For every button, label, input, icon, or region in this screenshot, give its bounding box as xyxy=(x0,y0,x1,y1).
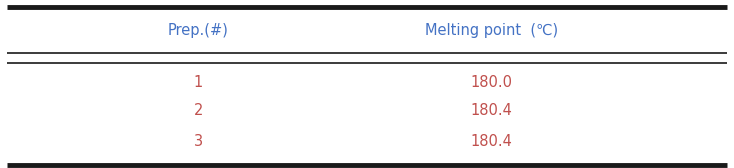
Text: 3: 3 xyxy=(194,134,203,149)
Text: 180.4: 180.4 xyxy=(470,103,513,118)
Text: 180.0: 180.0 xyxy=(470,75,513,90)
Text: 180.4: 180.4 xyxy=(470,134,513,149)
Text: 2: 2 xyxy=(194,103,203,118)
Text: Melting point  (℃): Melting point (℃) xyxy=(425,23,559,38)
Text: Prep.(#): Prep.(#) xyxy=(168,23,228,38)
Text: 1: 1 xyxy=(194,75,203,90)
